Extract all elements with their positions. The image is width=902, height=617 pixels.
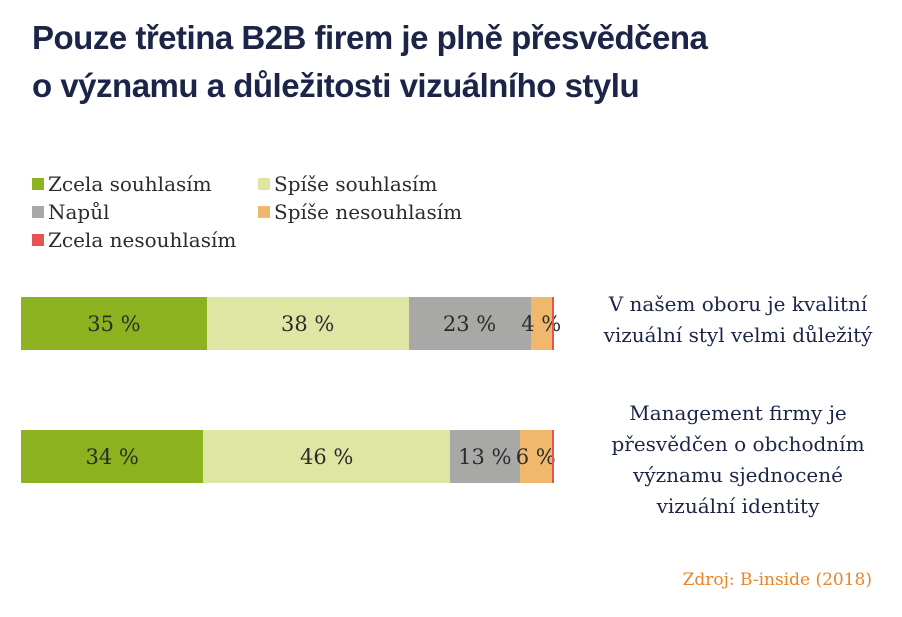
legend-swatch <box>258 205 270 218</box>
bar-segment: 34 % <box>21 430 204 483</box>
data-label: 38 % <box>280 311 335 336</box>
category-label-line: přesvědčen o obchodním <box>611 432 865 456</box>
legend-swatch <box>258 177 270 190</box>
category-label-line: vizuální identity <box>656 494 820 518</box>
stacked-bar: 35 % 38 % 23 % 4 % <box>21 297 561 350</box>
category-label: Management firmy je přesvědčen o obchodní… <box>583 398 893 522</box>
data-label: 13 % <box>458 444 512 469</box>
legend-swatch <box>32 205 44 218</box>
category-label: V našem oboru je kvalitní vizuální styl v… <box>583 289 893 351</box>
category-label-line: významu sjednocené <box>633 463 843 487</box>
bar-segment: 13 % <box>449 430 520 483</box>
data-label: 6 % <box>515 444 556 469</box>
legend-label: Spíše nesouhlasím <box>274 200 463 224</box>
legend-label: Napůl <box>48 200 110 224</box>
category-label-line: V našem oboru je kvalitní <box>608 292 868 316</box>
data-label: 35 % <box>87 311 141 336</box>
bar-segment: 6 % <box>516 430 556 483</box>
bar-segment <box>551 430 554 483</box>
legend-item: Napůl <box>32 200 110 224</box>
data-label: 46 % <box>299 444 354 469</box>
bar-segment: 38 % <box>206 297 409 350</box>
legend-item: Spíše nesouhlasím <box>258 200 462 224</box>
category-label-line: Management firmy je <box>629 401 847 425</box>
source-note: Zdroj: B-inside (2018) <box>682 570 872 590</box>
legend-item: Spíše souhlasím <box>258 172 437 196</box>
bar-segment: 46 % <box>203 430 450 483</box>
title-line-2: o významu a důležitosti vizuálního stylu <box>32 67 640 104</box>
data-label: 34 % <box>85 444 139 469</box>
legend-label: Zcela souhlasím <box>48 172 212 196</box>
legend-swatch <box>32 233 44 246</box>
legend-item: Zcela nesouhlasím <box>32 228 236 252</box>
legend-item: Zcela souhlasím <box>32 172 212 196</box>
bar-segment <box>551 297 554 350</box>
data-label: 23 % <box>442 311 497 336</box>
bar-segment: 4 % <box>521 297 561 350</box>
legend-label: Spíše souhlasím <box>274 172 438 196</box>
legend-swatch <box>32 177 44 190</box>
data-label: 4 % <box>521 311 562 336</box>
bar-segment: 23 % <box>408 297 531 350</box>
category-label-line: vizuální styl velmi důležitý <box>603 323 873 347</box>
chart-title: Pouze třetina B2B firem je plně přesvědč… <box>32 14 872 110</box>
stacked-bar: 34 % 46 % 13 % 6 % <box>21 430 556 483</box>
legend-label: Zcela nesouhlasím <box>48 228 237 252</box>
bar-segment: 35 % <box>21 297 207 350</box>
title-line-1: Pouze třetina B2B firem je plně přesvědč… <box>32 19 708 56</box>
